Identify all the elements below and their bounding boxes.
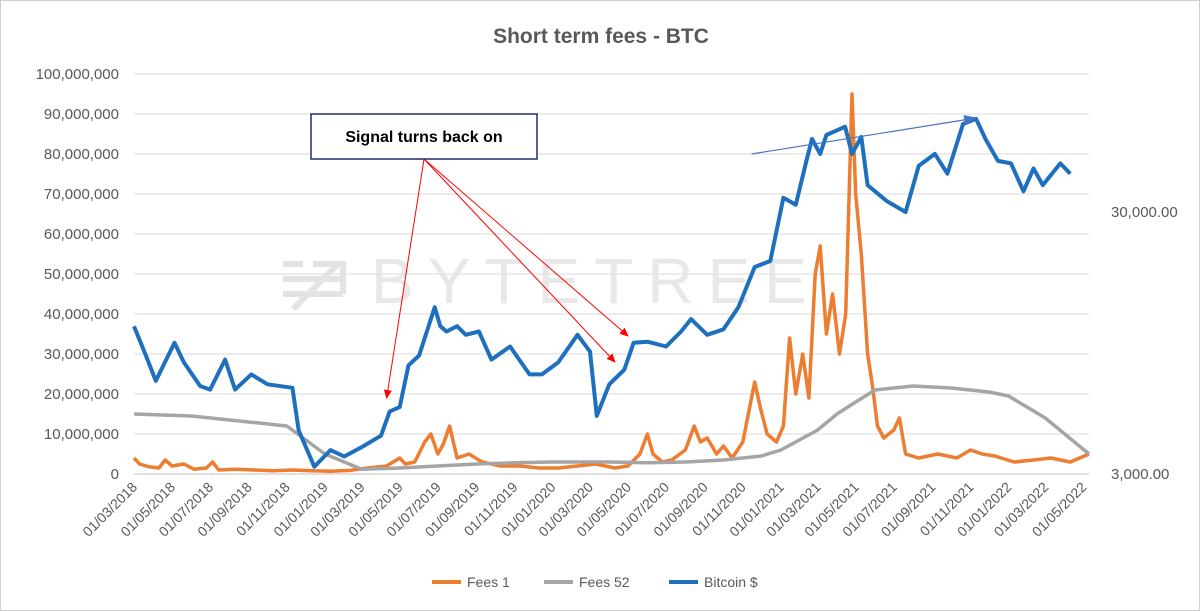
y-axis-left: 0 10,000,000 20,000,000 30,000,000 40,000,00…	[36, 66, 119, 483]
y-right-tick-label: 30,000.00	[1111, 204, 1178, 221]
annotation-arrow	[383, 158, 425, 399]
legend: Fees 1 Fees 52 Bitcoin $	[432, 574, 758, 590]
legend-item-fees-52[interactable]: Fees 52	[544, 574, 630, 590]
annotation-arrow	[423, 158, 629, 337]
legend-label: Fees 52	[579, 574, 630, 590]
y-tick-label: 80,000,000	[44, 146, 119, 163]
legend-item-fees-1[interactable]: Fees 1	[432, 574, 510, 590]
y-tick-label: 0	[111, 466, 119, 483]
trendline-arrow	[751, 115, 978, 155]
bytetree-logo-watermark: BYTETREE	[283, 245, 821, 317]
y-tick-label: 40,000,000	[44, 306, 119, 323]
series-line-bitcoin	[132, 116, 1072, 469]
annotation: Signal turns back on	[310, 113, 629, 399]
y-tick-label: 60,000,000	[44, 226, 119, 243]
annotation-box	[310, 113, 538, 160]
watermark-text: BYTETREE	[371, 245, 821, 317]
chart-title: Short term fees - BTC	[493, 25, 709, 48]
y-tick-label: 70,000,000	[44, 186, 119, 203]
x-axis: 01/03/201801/05/201801/07/201801/09/2018…	[79, 473, 1090, 540]
y-tick-label: 100,000,000	[36, 66, 119, 83]
series-line-fees-1	[132, 92, 1090, 473]
legend-label: Fees 1	[467, 574, 510, 590]
y-axis-right: 3,000.00 30,000.00	[1111, 204, 1178, 483]
legend-label: Bitcoin $	[704, 574, 758, 590]
y-right-tick-label: 3,000.00	[1111, 466, 1169, 483]
y-tick-label: 10,000,000	[44, 426, 119, 443]
annotation-arrow	[423, 158, 616, 363]
legend-item-bitcoin[interactable]: Bitcoin $	[669, 574, 758, 590]
y-tick-label: 50,000,000	[44, 266, 119, 283]
y-tick-label: 20,000,000	[44, 386, 119, 403]
series-layer	[132, 92, 1091, 473]
series-line-fees-52	[133, 384, 1091, 471]
annotation-arrows	[383, 158, 629, 399]
y-tick-label: 30,000,000	[44, 346, 119, 363]
annotation-text: Signal turns back on	[345, 129, 502, 146]
y-tick-label: 90,000,000	[44, 106, 119, 123]
